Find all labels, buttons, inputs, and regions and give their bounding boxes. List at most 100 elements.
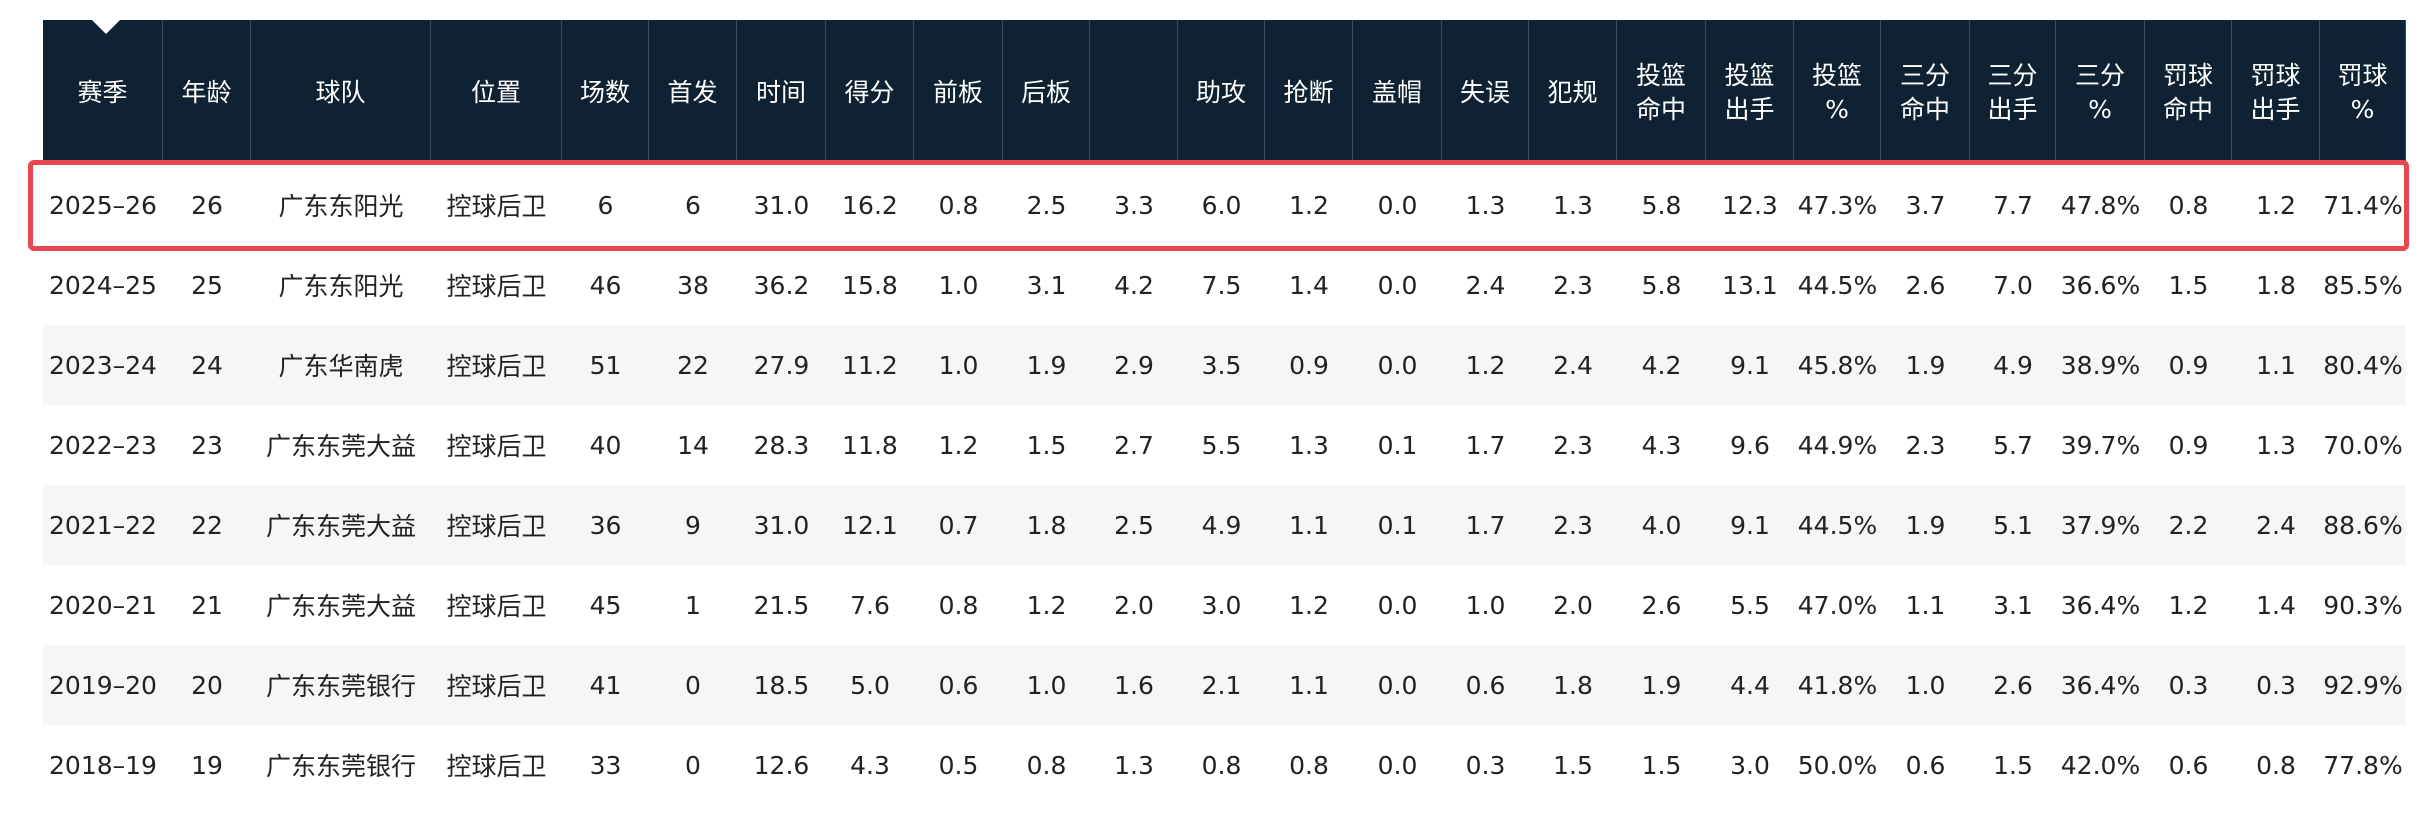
table-cell: 2.2: [2168, 510, 2209, 540]
row-background: [43, 645, 2406, 725]
table-cell: 90.3%: [2323, 590, 2403, 620]
table-cell: 44.9%: [1797, 430, 1878, 460]
header-notch: [92, 20, 120, 34]
table-cell: 0.8: [1289, 750, 1329, 780]
column-header: 投篮 出手: [1706, 20, 1794, 165]
table-cell: 2018–19: [49, 750, 157, 780]
column-header: 罚球 %: [2320, 20, 2406, 165]
table-cell: 1.0: [1905, 670, 1946, 700]
table-cell: 1.9: [1026, 350, 1067, 380]
column-header: 助攻: [1178, 20, 1265, 165]
table-cell: 4.2: [1641, 350, 1682, 380]
table-cell: 0.9: [2168, 430, 2209, 460]
table-cell: 3.0: [1201, 590, 1242, 620]
table-cell: 7.5: [1201, 270, 1242, 300]
table-cell: 3.0: [1730, 750, 1770, 780]
column-header: 盖帽: [1353, 20, 1442, 165]
table-cell: 39.7%: [2060, 430, 2141, 460]
column-header: 赛季: [43, 20, 163, 165]
table-cell: 21: [191, 590, 223, 620]
table-cell: 9.6: [1730, 430, 1770, 460]
table-cell: 3.1: [1993, 590, 2033, 620]
table-cell: 12.1: [842, 510, 898, 540]
table-cell: 38: [677, 270, 709, 300]
table-cell: 0.6: [1905, 750, 1946, 780]
table-cell: 2025–26: [49, 190, 157, 220]
table-cell: 5.8: [1641, 190, 1682, 220]
table-cell: 1.5: [1641, 750, 1682, 780]
table-cell: 31.0: [753, 510, 810, 540]
table-cell: 1.7: [1465, 430, 1506, 460]
table-cell: 50.0%: [1797, 750, 1878, 780]
table-cell: 1.9: [1905, 510, 1946, 540]
table-cell: 80.4%: [2323, 350, 2403, 380]
table-cell: 41.8%: [1797, 670, 1878, 700]
table-cell: 27.9: [753, 350, 810, 380]
table-cell: 0.3: [2168, 670, 2209, 700]
table-cell: 1.1: [1905, 590, 1946, 620]
table-cell: 0.6: [2168, 750, 2209, 780]
table-cell: 7.7: [1993, 190, 2033, 220]
table-cell: 1.8: [2256, 270, 2296, 300]
table-cell: 25: [191, 270, 223, 300]
table-cell: 28.3: [753, 430, 810, 460]
table-cell: 广东华南虎: [278, 352, 404, 381]
table-cell: 控球后卫: [446, 192, 547, 221]
table-cell: 0.8: [1201, 750, 1242, 780]
table-cell: 2.5: [1026, 190, 1067, 220]
table-cell: 2.0: [1114, 590, 1154, 620]
table-cell: 1.0: [938, 350, 979, 380]
table-cell: 3.7: [1905, 190, 1946, 220]
table-cell: 6: [597, 190, 614, 220]
table-cell: 0.6: [938, 670, 979, 700]
table-cell: 47.0%: [1797, 590, 1878, 620]
table-cell: 1.2: [1289, 590, 1329, 620]
table-cell: 19: [191, 750, 223, 780]
column-header: 得分: [826, 20, 914, 165]
table-cell: 92.9%: [2323, 670, 2403, 700]
column-header: 三分 出手: [1970, 20, 2056, 165]
table-cell: 2.4: [1553, 350, 1593, 380]
table-cell: 1.1: [1289, 510, 1329, 540]
table-cell: 2021–22: [49, 510, 157, 540]
table-cell: 4.2: [1114, 270, 1154, 300]
column-header: 罚球 出手: [2232, 20, 2320, 165]
table-cell: 0.3: [1465, 750, 1506, 780]
table-cell: 0.9: [2168, 350, 2209, 380]
table-cell: 控球后卫: [446, 352, 547, 381]
column-header: 首发: [649, 20, 737, 165]
column-header: 投篮 命中: [1617, 20, 1706, 165]
table-cell: 22: [677, 350, 709, 380]
table-cell: 控球后卫: [446, 752, 547, 781]
table-cell: 1.8: [1026, 510, 1067, 540]
table-cell: 4.9: [1201, 510, 1242, 540]
table-cell: 3.5: [1201, 350, 1242, 380]
table-cell: 广东东莞银行: [265, 752, 416, 781]
table-cell: 1.2: [2168, 590, 2209, 620]
table-cell: 5.7: [1993, 430, 2033, 460]
table-cell: 0: [685, 670, 701, 700]
table-cell: 1.5: [1026, 430, 1067, 460]
table-cell: 2.7: [1114, 430, 1154, 460]
table-cell: 1.3: [1114, 750, 1154, 780]
table-cell: 5.5: [1201, 430, 1242, 460]
table-cell: 广东东莞大益: [265, 512, 416, 541]
table-cell: 控球后卫: [446, 672, 547, 701]
table-cell: 0.8: [1026, 750, 1067, 780]
table-cell: 22: [191, 510, 223, 540]
table-cell: 1.8: [1553, 670, 1593, 700]
table-cell: 1.3: [1465, 190, 1506, 220]
table-cell: 36.4%: [2060, 590, 2141, 620]
table-cell: 0.8: [2168, 190, 2209, 220]
table-cell: 33: [589, 750, 622, 780]
table-cell: 0.1: [1377, 510, 1418, 540]
table-cell: 3.3: [1114, 190, 1154, 220]
table-cell: 2.9: [1114, 350, 1154, 380]
table-cell: 88.6%: [2323, 510, 2403, 540]
column-header: 三分 命中: [1881, 20, 1970, 165]
table-cell: 70.0%: [2323, 430, 2403, 460]
table-cell: 26: [191, 190, 223, 220]
table-cell: 2023–24: [49, 350, 157, 380]
column-header: 球队: [251, 20, 431, 165]
